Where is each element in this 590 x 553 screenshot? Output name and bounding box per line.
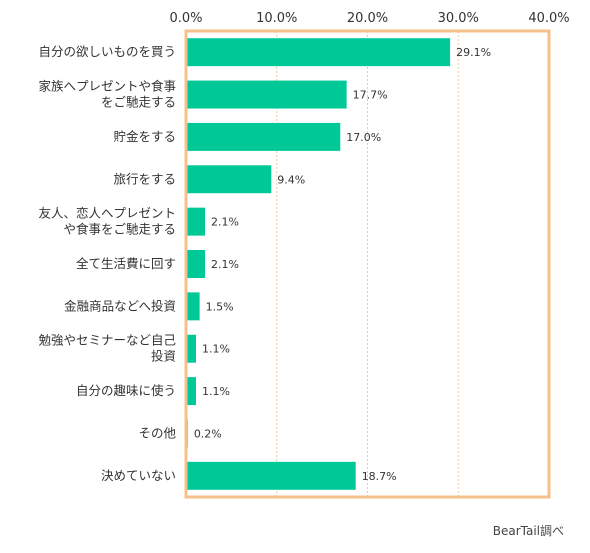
value-label: 17.7% — [353, 89, 388, 102]
value-label: 1.5% — [206, 300, 234, 313]
bar — [186, 461, 356, 490]
bar — [186, 80, 347, 109]
value-label: 2.1% — [211, 216, 239, 229]
source-note: BearTail調べ — [492, 524, 564, 538]
category-label-line: 決めていない — [101, 468, 176, 483]
plot-frame — [184, 29, 551, 499]
value-label: 18.7% — [362, 470, 397, 483]
value-label: 2.1% — [211, 258, 239, 271]
category-label: 旅行をする — [113, 171, 176, 186]
category-label: 自分の欲しいものを買う — [38, 44, 176, 59]
bar — [186, 250, 206, 278]
category-label-line: 自分の欲しいものを買う — [38, 44, 176, 59]
bar — [186, 207, 206, 236]
category-label-line: 貯金をする — [113, 129, 176, 144]
bar — [186, 38, 451, 67]
value-label: 29.1% — [456, 46, 491, 59]
x-tick-label: 0.0% — [169, 11, 202, 26]
category-label-line: 投資 — [151, 349, 176, 364]
category-label-line: 自分の趣味に使う — [76, 383, 176, 398]
category-label-line: 勉強やセミナーなど自己 — [38, 333, 176, 348]
value-label: 1.1% — [202, 343, 230, 356]
category-label-line: 金融商品などへ投資 — [64, 298, 176, 313]
category-label: 友人、恋人へプレゼントや食事をご馳走する — [38, 206, 176, 237]
category-label: 自分の趣味に使う — [76, 383, 176, 398]
category-label-line: をご馳走する — [101, 95, 176, 110]
x-tick-label: 40.0% — [528, 11, 569, 26]
category-label: 家族へプレゼントや食事をご馳走する — [38, 79, 176, 110]
category-label-line: 旅行をする — [113, 171, 176, 186]
category-label: 勉強やセミナーなど自己投資 — [38, 333, 176, 364]
category-label-line: 友人、恋人へプレゼント — [38, 206, 176, 221]
category-label-line: 全て生活費に回す — [76, 256, 176, 271]
category-label: 決めていない — [101, 468, 176, 483]
bar — [186, 377, 196, 406]
bar — [186, 122, 341, 151]
value-label: 0.2% — [194, 427, 222, 440]
category-label-line: や食事をご馳走する — [63, 222, 176, 237]
category-label: 金融商品などへ投資 — [64, 298, 176, 313]
x-tick-label: 10.0% — [256, 11, 297, 26]
value-label: 1.1% — [202, 385, 230, 398]
category-label: その他 — [138, 425, 176, 440]
value-label: 17.0% — [346, 131, 381, 144]
bar — [186, 334, 196, 363]
bar — [186, 165, 272, 194]
category-label-line: その他 — [138, 425, 176, 440]
category-label: 貯金をする — [113, 129, 176, 144]
x-tick-label: 20.0% — [347, 11, 388, 26]
x-tick-label: 30.0% — [438, 11, 479, 26]
value-label: 9.4% — [277, 173, 305, 186]
category-label: 全て生活費に回す — [76, 256, 176, 271]
category-label-line: 家族へプレゼントや食事 — [38, 79, 176, 94]
bar — [186, 292, 200, 321]
